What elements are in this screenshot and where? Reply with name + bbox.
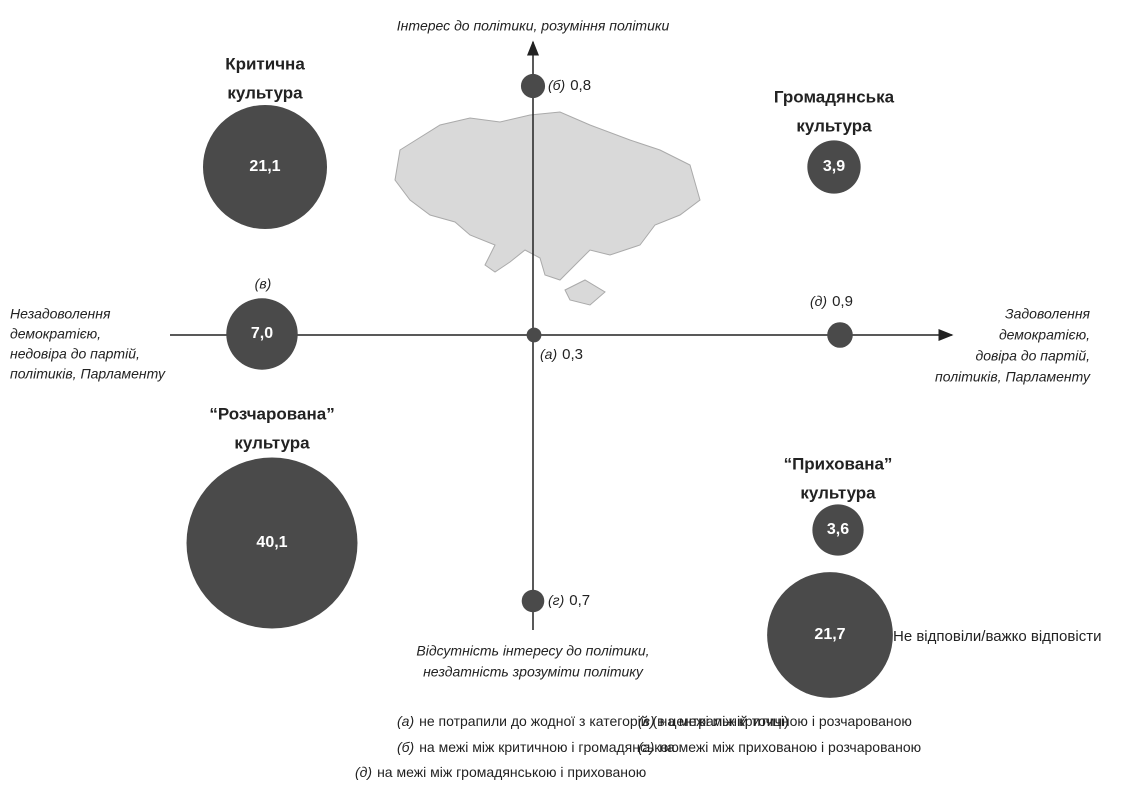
point	[526, 327, 542, 343]
bubble-value: 40,1	[256, 534, 287, 551]
point-value: 0,3	[562, 346, 583, 363]
legend-tag: (в)	[638, 713, 655, 729]
point	[520, 73, 546, 99]
legend-item: (б) на межі між критичною і громадянською	[397, 739, 679, 755]
legend-text: на межі між критичною і громадянською	[419, 739, 679, 755]
point-tag: (д)	[810, 293, 827, 309]
bubble-title: “Розчарована”	[209, 404, 334, 423]
bubble-title: “Прихована”	[784, 454, 893, 473]
axis-label: Задоволення	[1005, 306, 1090, 322]
point-tag: (г)	[548, 592, 564, 608]
point-label: (г) 0,7	[548, 592, 590, 609]
legend-text: на межі між громадянською і прихованою	[377, 764, 646, 780]
axis-label: Інтерес до політики, розуміння політики	[397, 18, 670, 34]
axis-label: Незадоволення	[10, 306, 111, 322]
bubble	[812, 504, 864, 556]
point-value: 0,7	[569, 592, 590, 609]
axis-label: довіра до партій,	[975, 348, 1090, 364]
legend-item: (в) на межі між критичною і розчарованою	[638, 713, 912, 729]
point	[226, 298, 298, 370]
point-tag: (б)	[548, 77, 565, 93]
point-value: 7,0	[251, 325, 273, 342]
legend-tag: (г)	[638, 739, 654, 755]
point	[827, 322, 853, 348]
point-tag: (а)	[540, 346, 557, 362]
axis-label: демократією,	[10, 326, 101, 342]
bubble	[186, 457, 358, 629]
legend-item: (г) на межі між прихованою і розчарованою	[638, 739, 921, 755]
point-label: (д) 0,9	[810, 293, 853, 310]
bubble-title: Громадянська	[774, 87, 895, 106]
bubble	[807, 140, 861, 194]
bubble-title: культура	[796, 116, 872, 135]
axis-label: недовіра до партій,	[10, 346, 140, 362]
map	[394, 111, 701, 306]
bubble-value: 3,9	[823, 158, 845, 175]
legend-text: на межі між критичною і розчарованою	[660, 713, 912, 729]
point-value: 0,9	[832, 293, 853, 310]
point-value: 0,8	[570, 77, 591, 94]
point-tag: (в)	[255, 276, 272, 292]
legend-item: (д) на межі між громадянською і приховано…	[355, 764, 646, 780]
axis-label: політиків, Парламенту	[935, 369, 1091, 385]
legend-tag: (б)	[397, 739, 414, 755]
bubble-title: Критична	[225, 54, 305, 73]
legend-text: на межі між прихованою і розчарованою	[659, 739, 921, 755]
legend-item: (а) не потрапили до жодної з категорій (в…	[397, 713, 789, 729]
point-label: (б) 0,8	[548, 77, 591, 94]
bubble-label: Не відповіли/важко відповісти	[893, 628, 1101, 645]
bubble-title: культура	[800, 483, 876, 502]
axis-label: Відсутність інтересу до політики,	[416, 643, 649, 659]
axis-label: політиків, Парламенту	[10, 366, 166, 382]
bubble	[202, 104, 328, 230]
bubble-title: культура	[234, 433, 310, 452]
legend-tag: (а)	[397, 713, 414, 729]
bubble-value: 3,6	[827, 521, 849, 538]
bubble	[767, 572, 893, 698]
legend-tag: (д)	[355, 764, 372, 780]
bubble-value: 21,1	[249, 158, 280, 175]
axis-label: нездатність зрозуміти політику	[423, 664, 644, 680]
bubble-title: культура	[227, 83, 303, 102]
bubble-value: 21,7	[814, 626, 845, 643]
axis-label: демократією,	[999, 327, 1090, 343]
legend-text: не потрапили до жодної з категорій (в це…	[419, 713, 789, 729]
point	[521, 589, 545, 613]
point-label: (а) 0,3	[540, 346, 583, 363]
